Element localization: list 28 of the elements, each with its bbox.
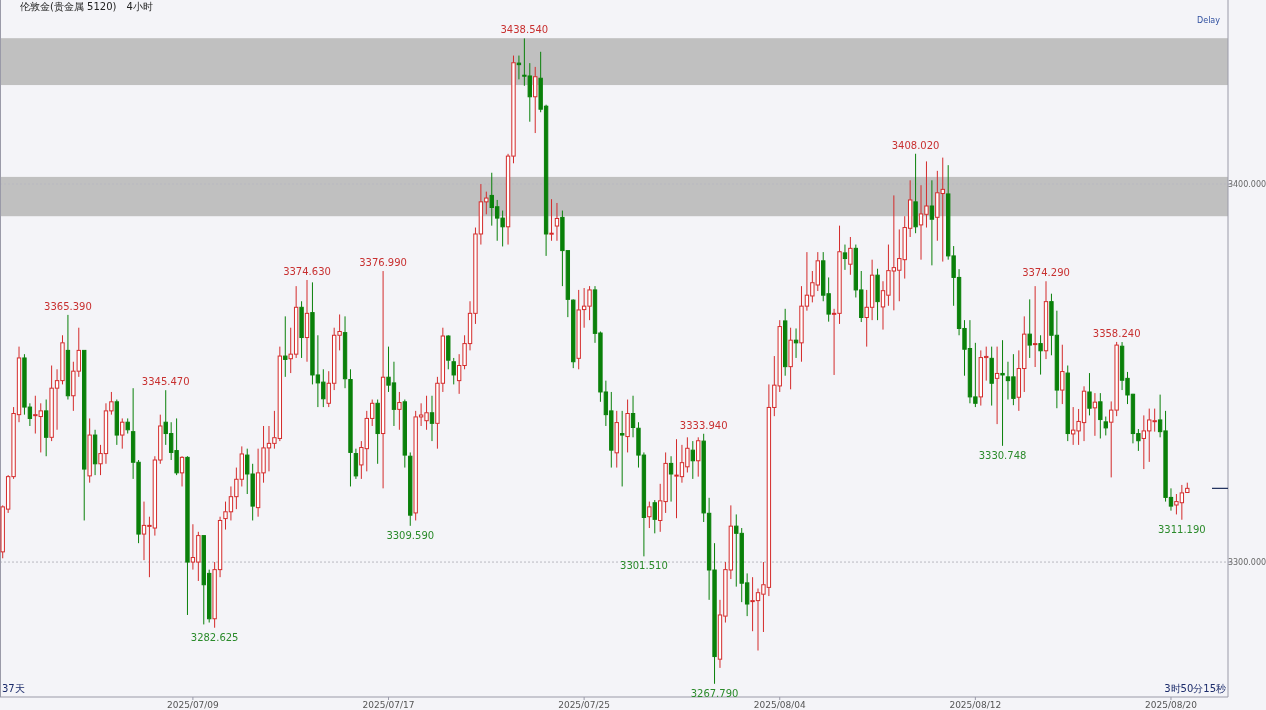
annotation: 3438.540 [500,24,549,36]
text: Delay [1197,16,1221,25]
annotation: 3365.390 [44,300,92,312]
annotation: 3时50分15秒 [1164,683,1226,694]
annotation: 3330.748 [978,449,1027,461]
x-tick-label: 2025/08/12 [949,700,1002,710]
annotation: 3345.470 [141,376,190,388]
chart-title: 伦敦金(贵金属 5120) [20,1,117,12]
annotation: 3267.790 [690,687,739,699]
y-tick-label: 3300.000 [1227,558,1266,568]
annotation: 3301.510 [620,560,668,572]
annotation: 3311.190 [1157,523,1206,535]
annotation: 3333.940 [679,419,728,431]
x-tick-label: 2025/08/04 [753,700,806,710]
x-tick-label: 2025/08/20 [1145,700,1198,710]
annotation: 3374.630 [283,265,331,277]
y-tick-label: 3400.000 [1227,180,1266,190]
x-tick-label: 2025/07/25 [558,700,611,710]
annotation: 3408.020 [891,139,940,151]
annotation: 37天 [2,683,25,694]
x-tick-label: 2025/07/17 [362,700,415,710]
chart-subtitle: 4小时 [126,1,153,12]
annotation: 3376.990 [359,257,407,269]
annotation: 3358.240 [1092,327,1141,339]
annotation: 3282.625 [190,631,239,643]
annotation: 3374.290 [1022,267,1070,279]
annotation: 3309.590 [386,529,435,541]
x-tick-label: 2025/07/09 [166,700,220,710]
